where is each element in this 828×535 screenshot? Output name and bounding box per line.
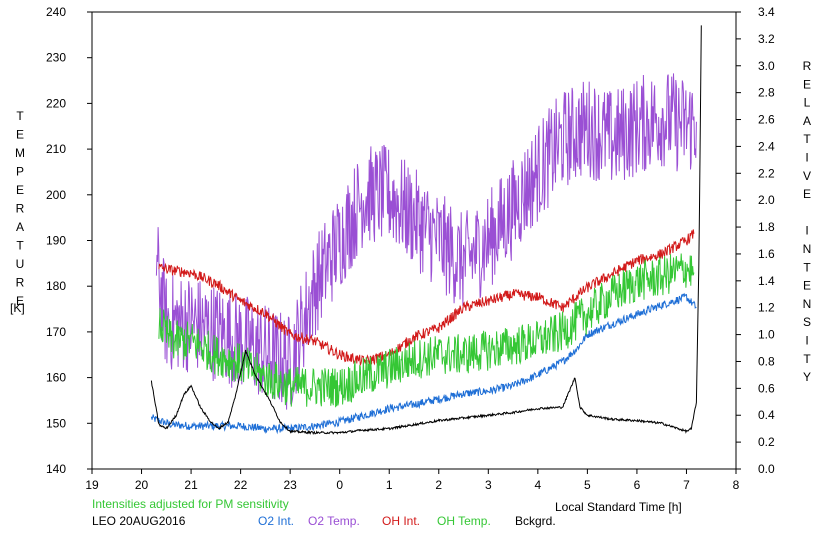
plot-frame (91, 11, 737, 470)
right-y-tick-label: 0.0 (758, 462, 775, 476)
series-line (155, 73, 697, 410)
legend-item: OH Int. (382, 514, 420, 528)
right-y-tick-label: 1.6 (758, 247, 775, 261)
right-axis-label-letter: R (803, 59, 812, 73)
right-axis-label-letter: S (803, 315, 811, 329)
left-axis-label-letter: E (16, 128, 24, 142)
x-tick-label: 1 (386, 478, 393, 492)
x-tick-label: 23 (283, 478, 297, 492)
right-axis-label-letter: E (803, 77, 811, 91)
series-line (158, 229, 695, 367)
left-y-tick-label: 150 (46, 416, 66, 430)
legend-item: O2 Int. (258, 514, 294, 528)
left-axis-label-letter: P (16, 165, 24, 179)
x-axis: 19 20 21 22 23 0 1 2 3 4 5 6 7 8 (85, 469, 740, 492)
right-axis-label-letter: I (805, 224, 808, 238)
legend-item: OH Temp. (437, 514, 491, 528)
x-tick-label: 7 (683, 478, 690, 492)
legend-item: Bckgrd. (515, 514, 556, 528)
right-axis-label-letter: A (803, 114, 811, 128)
left-y-tick-label: 240 (46, 5, 66, 19)
right-axis-label-letter: T (803, 352, 811, 366)
left-axis-label-letter: R (16, 276, 25, 290)
right-axis-label-letter: V (803, 169, 811, 183)
x-axis-label: Local Standard Time [h] (555, 500, 682, 514)
left-y-tick-label: 220 (46, 96, 66, 110)
left-axis-label-letter: E (16, 183, 24, 197)
right-axis-label-letter: E (803, 187, 811, 201)
right-axis-label-letter: Y (803, 370, 811, 384)
left-axis-label-letter: M (15, 146, 25, 160)
x-tick-label: 0 (336, 478, 343, 492)
x-tick-label: 4 (535, 478, 542, 492)
series-line (158, 253, 695, 408)
right-y-tick-label: 3.4 (758, 5, 775, 19)
right-axis-label-letter: I (805, 334, 808, 348)
right-axis-label-letter: E (803, 279, 811, 293)
right-y-tick-label: 2.6 (758, 113, 775, 127)
left-y-tick-label: 180 (46, 279, 66, 293)
left-y-tick-label: 200 (46, 188, 66, 202)
left-y-tick-label: 230 (46, 51, 66, 65)
left-y-tick-label: 160 (46, 371, 66, 385)
series-line (150, 25, 702, 436)
left-axis-unit: [K] (10, 301, 25, 315)
left-y-tick-label: 190 (46, 234, 66, 248)
footer-note: Intensities adjusted for PM sensitivity (92, 497, 289, 511)
right-y-tick-label: 2.4 (758, 139, 775, 153)
right-y-tick-label: 1.4 (758, 274, 775, 288)
series-layer (150, 25, 702, 436)
left-y-tick-label: 170 (46, 325, 66, 339)
right-y-tick-label: 0.2 (758, 435, 775, 449)
right-y-tick-label: 0.4 (758, 408, 775, 422)
series-line (150, 292, 697, 435)
right-y-tick-label: 2.8 (758, 86, 775, 100)
right-axis-label-letter: T (803, 132, 811, 146)
left-axis-label-letter: U (16, 257, 25, 271)
right-y-tick-label: 2.2 (758, 166, 775, 180)
left-axis-label-letter: E (16, 294, 24, 308)
x-tick-label: 2 (435, 478, 442, 492)
right-y-tick-label: 1.0 (758, 328, 775, 342)
x-tick-label: 8 (733, 478, 740, 492)
left-y-tick-label: 140 (46, 462, 66, 476)
x-tick-label: 22 (234, 478, 248, 492)
right-y-axis: 0.0 0.2 0.4 0.6 0.8 1.0 1.2 1.4 1.6 1.8 2.0 2.2 2.4 2… (736, 5, 775, 476)
right-y-tick-label: 3.2 (758, 32, 775, 46)
x-tick-label: 21 (184, 478, 198, 492)
right-y-tick-label: 0.6 (758, 381, 775, 395)
legend-item: O2 Temp. (308, 514, 360, 528)
x-tick-label: 5 (584, 478, 591, 492)
right-y-tick-label: 0.8 (758, 354, 775, 368)
right-y-tick-label: 3.0 (758, 59, 775, 73)
legend: O2 Int. O2 Temp. OH Int. OH Temp. Bckgrd. (258, 514, 556, 528)
right-axis-label-letter: N (803, 242, 812, 256)
left-y-axis: 140 150 160 170 180 190 200 210 220 230 240 (46, 5, 92, 476)
right-axis-label-letter: N (803, 297, 812, 311)
x-tick-label: 3 (485, 478, 492, 492)
x-tick-label: 20 (135, 478, 149, 492)
left-axis-label-letter: T (16, 239, 24, 253)
station-date: LEO 20AUG2016 (92, 514, 186, 528)
right-axis-label-letter: T (803, 260, 811, 274)
left-axis-label-letter: T (16, 109, 24, 123)
left-axis-label-letter: A (16, 220, 24, 234)
left-y-tick-label: 210 (46, 142, 66, 156)
right-y-tick-label: 2.0 (758, 193, 775, 207)
right-axis-label-letter: L (804, 96, 811, 110)
left-axis-label-letter: R (16, 202, 25, 216)
right-y-tick-label: 1.8 (758, 220, 775, 234)
x-tick-label: 19 (85, 478, 99, 492)
right-axis-label-letter: I (805, 151, 808, 165)
right-y-tick-label: 1.2 (758, 301, 775, 315)
x-tick-label: 6 (634, 478, 641, 492)
